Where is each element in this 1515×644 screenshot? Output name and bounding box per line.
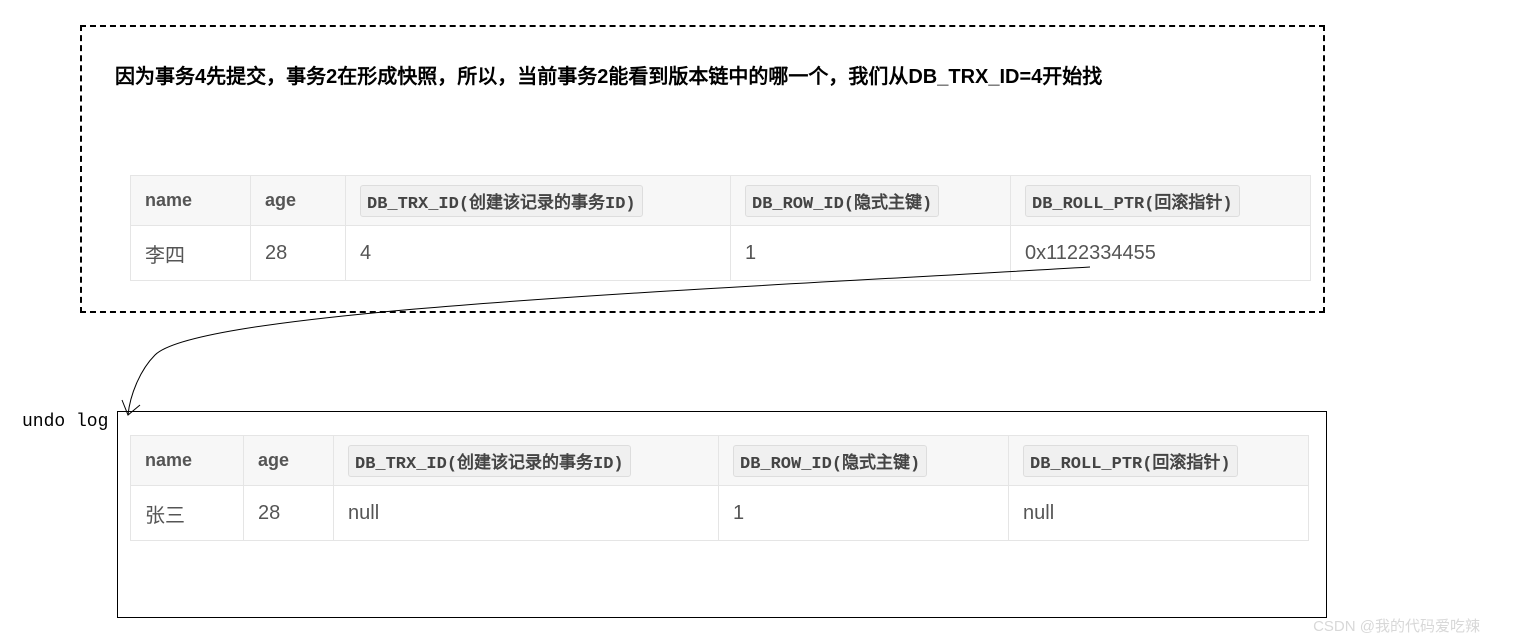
column-pill: DB_TRX_ID(创建该记录的事务ID) [360, 185, 643, 217]
column-pill: DB_ROW_ID(隐式主键) [733, 445, 927, 477]
table-header: DB_TRX_ID(创建该记录的事务ID) [334, 436, 719, 486]
column-pill: DB_ROW_ID(隐式主键) [745, 185, 939, 217]
column-pill: DB_ROLL_PTR(回滚指针) [1023, 445, 1238, 477]
table-cell: 28 [251, 226, 346, 281]
table-header: DB_ROLL_PTR(回滚指针) [1009, 436, 1309, 486]
table-cell: 28 [244, 486, 334, 541]
watermark: CSDN @我的代码爱吃辣 [1313, 615, 1480, 636]
table-cell: null [1009, 486, 1309, 541]
table-header: DB_ROLL_PTR(回滚指针) [1011, 176, 1311, 226]
table-cell: null [334, 486, 719, 541]
column-pill: DB_TRX_ID(创建该记录的事务ID) [348, 445, 631, 477]
table-header: DB_ROW_ID(隐式主键) [719, 436, 1009, 486]
column-pill: DB_ROLL_PTR(回滚指针) [1025, 185, 1240, 217]
table-header: name [131, 436, 244, 486]
table-header: age [251, 176, 346, 226]
table-cell: 张三 [131, 486, 244, 541]
table-cell: 李四 [131, 226, 251, 281]
undo-log-table: nameage DB_TRX_ID(创建该记录的事务ID) DB_ROW_ID(隐式… [130, 435, 1309, 541]
version-chain-table: nameage DB_TRX_ID(创建该记录的事务ID) DB_ROW_ID(隐式… [130, 175, 1311, 281]
table-cell: 1 [731, 226, 1011, 281]
table-header: age [244, 436, 334, 486]
table-cell: 4 [346, 226, 731, 281]
table-cell: 1 [719, 486, 1009, 541]
table-row: 张三28null1null [131, 486, 1309, 541]
table-header: DB_ROW_ID(隐式主键) [731, 176, 1011, 226]
undo-log-label: undo log [22, 412, 108, 432]
table-header: DB_TRX_ID(创建该记录的事务ID) [346, 176, 731, 226]
description-text: 因为事务4先提交，事务2在形成快照，所以，当前事务2能看到版本链中的哪一个，我们… [115, 60, 1102, 89]
table-row: 李四28410x1122334455 [131, 226, 1311, 281]
table-header: name [131, 176, 251, 226]
table-cell: 0x1122334455 [1011, 226, 1311, 281]
